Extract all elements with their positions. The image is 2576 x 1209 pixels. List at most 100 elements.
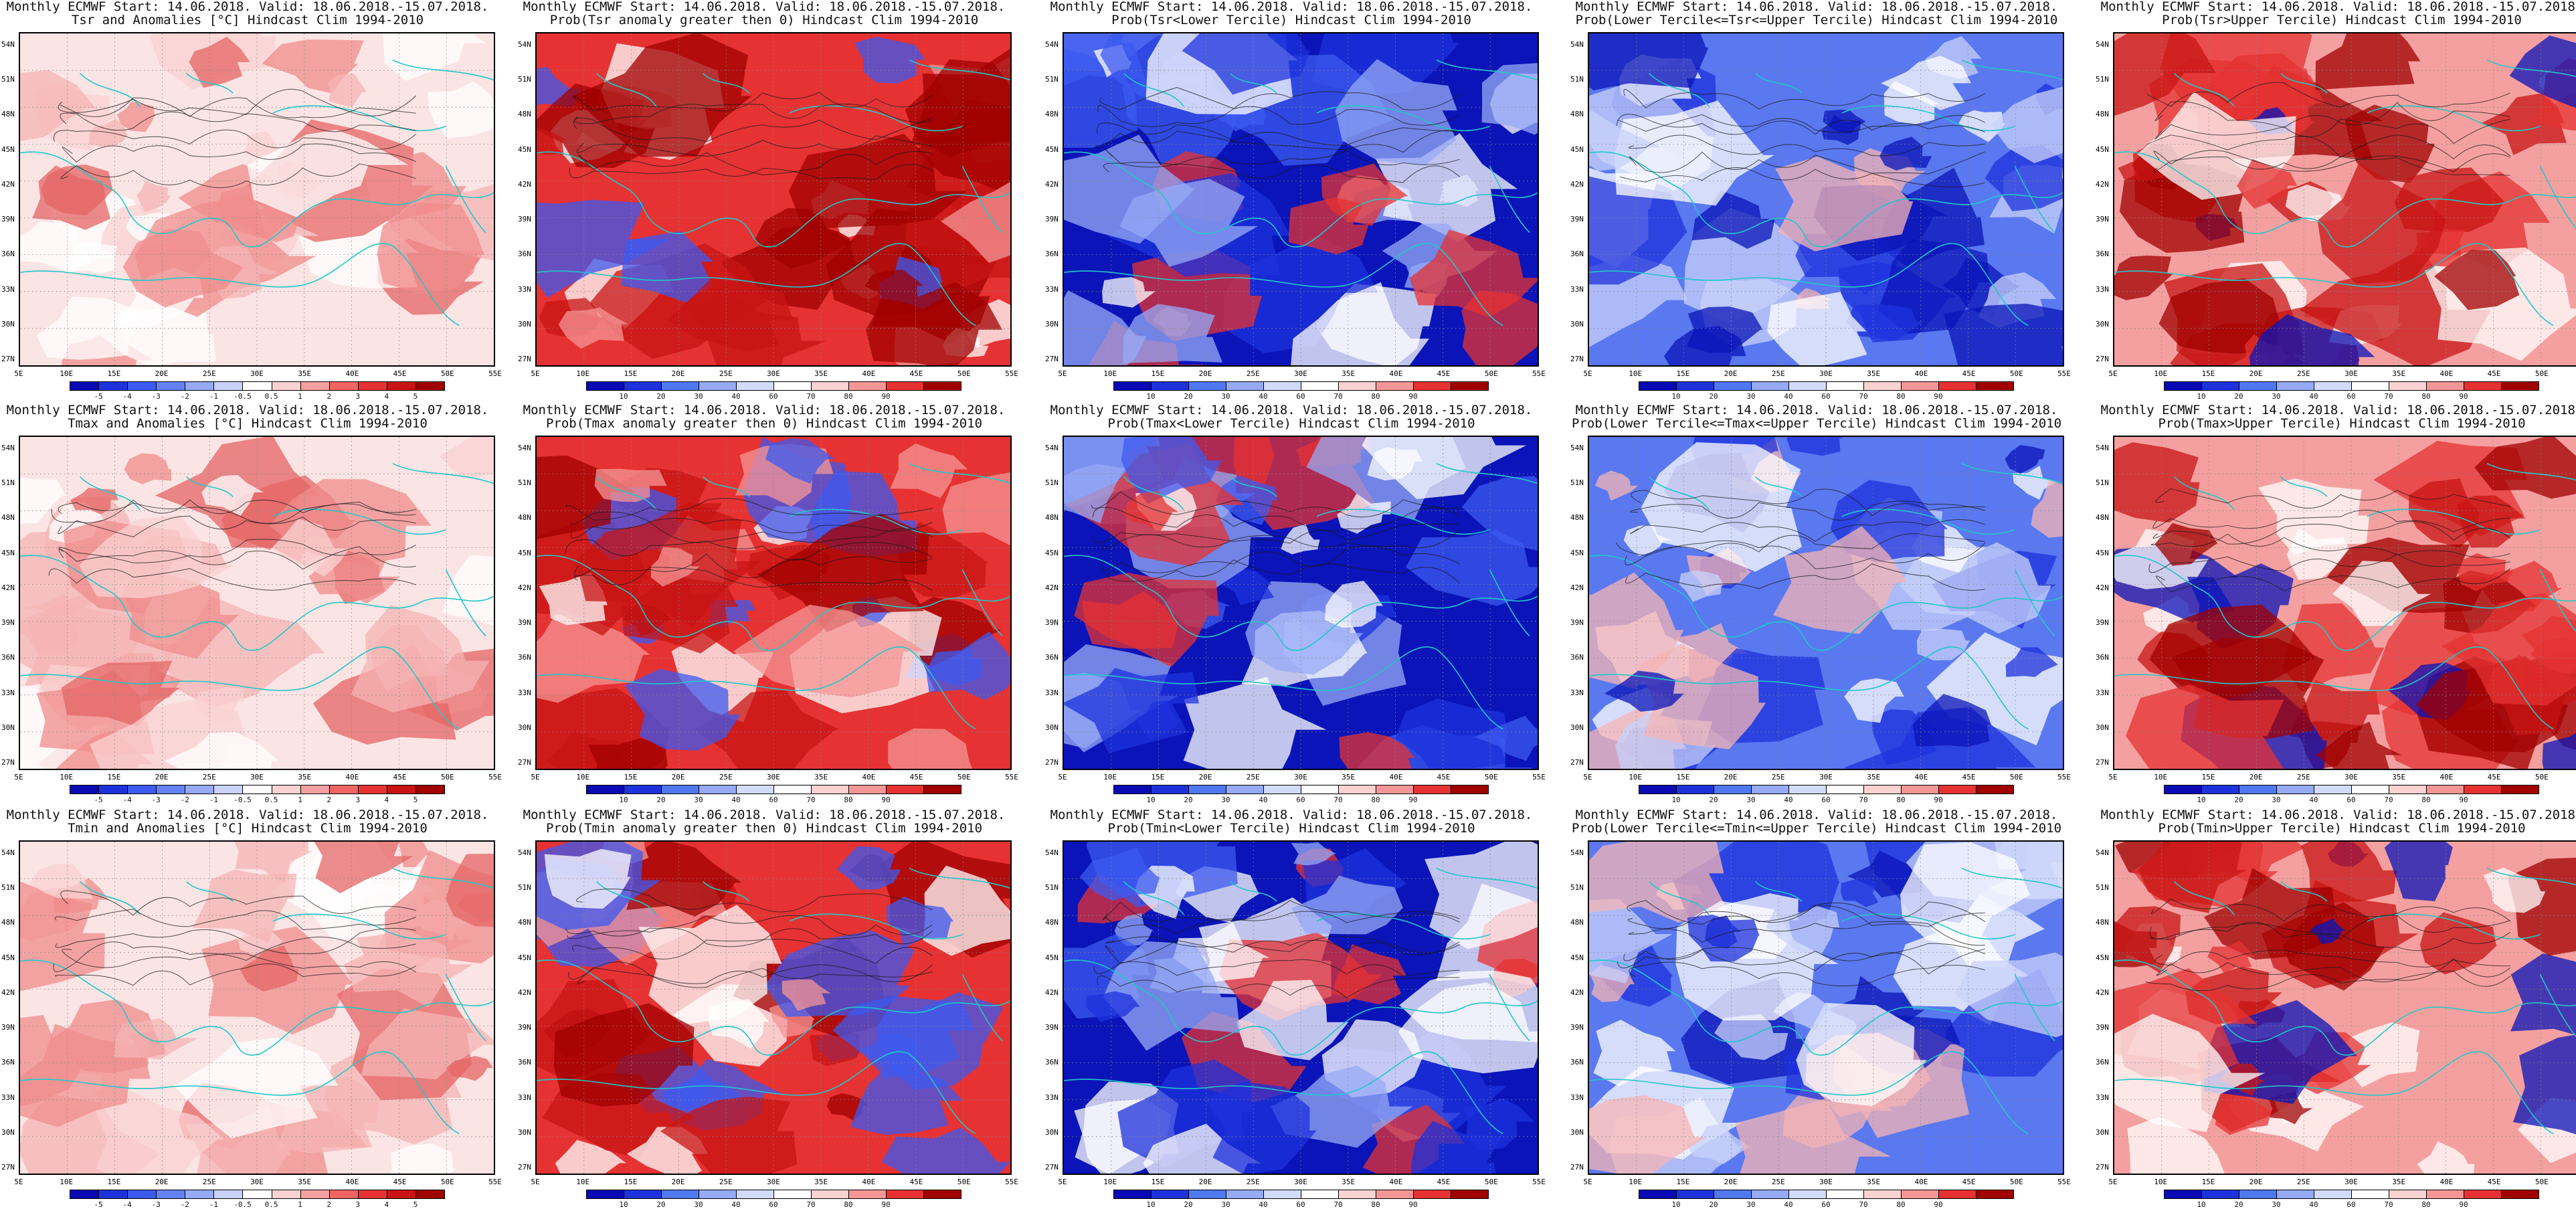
colorbar-label: 90: [1934, 392, 1943, 401]
longitude-tick-label: 5E: [1058, 369, 1067, 378]
longitude-tick-label: 20E: [1724, 369, 1738, 378]
map-panel: Monthly ECMWF Start: 14.06.2018. Valid: …: [0, 0, 502, 401]
shaded-region: [2114, 256, 2174, 300]
colorbar-label: 20: [1709, 1200, 1718, 1209]
longitude-tick-label: 45E: [1962, 369, 1976, 378]
colorbar-label: 20: [1184, 796, 1193, 804]
shaded-region: [1424, 842, 1538, 949]
latitude-tick-label: 30N: [1045, 1127, 1059, 1137]
shaded-region: [2542, 733, 2576, 769]
colorbar-swatch: [1938, 785, 1976, 794]
colorbar-label: -1: [209, 1200, 218, 1209]
colorbar-swatch: [1901, 381, 1939, 391]
colorbar-label: 80: [1896, 1200, 1906, 1209]
colorbar-swatch: [185, 1190, 215, 1199]
colorbar-swatch: [1451, 785, 1489, 794]
colorbar-label: 10: [1146, 796, 1156, 804]
colorbar-label: 2: [327, 796, 331, 804]
shaded-region: [377, 202, 484, 294]
contour-line: [1628, 921, 1985, 946]
colorbar-swatch: [127, 1190, 157, 1199]
colorbar-label: 0.5: [264, 796, 278, 804]
shaded-region: [1879, 136, 1932, 171]
contour-line: [1099, 87, 1460, 110]
latitude-tick-label: 33N: [1570, 284, 1584, 294]
colorbar-swatch: [1639, 381, 1677, 391]
latitude-tick-label: 51N: [1570, 478, 1584, 488]
latitude-tick-label: 27N: [1045, 355, 1059, 363]
shaded-region: [2441, 593, 2576, 706]
colorbar-swatch: [1413, 1190, 1451, 1199]
map-canvas: [20, 437, 494, 769]
longitude-tick-label: 20E: [1724, 773, 1738, 781]
map-panel: Monthly ECMWF Start: 14.06.2018. Valid: …: [1044, 0, 1546, 401]
panel-title-line1: Monthly ECMWF Start: 14.06.2018. Valid: …: [1575, 808, 2058, 822]
latitude-tick-label: 45N: [1045, 953, 1059, 962]
colorbar-swatch: [1826, 785, 1864, 794]
latitude-tick-label: 39N: [1, 1023, 15, 1032]
shaded-region: [1222, 569, 1275, 606]
panel-title: Monthly ECMWF Start: 14.06.2018. Valid: …: [1569, 808, 2064, 835]
colorbar-label: 30: [694, 1200, 703, 1209]
shaded-region: [1122, 304, 1223, 363]
latitude-tick-label: 54N: [1045, 444, 1059, 452]
contour-line: [2144, 134, 2510, 160]
shaded-region: [2126, 684, 2284, 769]
shaded-region: [555, 1139, 626, 1174]
longitude-tick-label: 15E: [2201, 1178, 2215, 1186]
latitude-tick-label: 48N: [518, 513, 531, 523]
colorbar-label: 60: [1821, 796, 1831, 804]
shaded-region: [1409, 229, 1538, 318]
contour-line: [573, 567, 933, 591]
contour-line: [1105, 939, 1460, 964]
colorbar-swatch: [886, 381, 924, 391]
contour-line: [2146, 970, 2510, 992]
shaded-region: [1735, 1098, 1892, 1174]
latitude-tick-label: 27N: [518, 758, 531, 767]
shaded-region: [621, 231, 714, 303]
colorbar-label: 40: [1784, 1200, 1793, 1209]
contour-line: [577, 151, 933, 175]
latitude-tick-label: 48N: [2096, 918, 2109, 927]
latitude-tick-label: 39N: [1045, 215, 1059, 224]
colorbar-label: 4: [384, 392, 389, 401]
coastline: [20, 462, 494, 730]
latitude-tick-label: 27N: [1570, 355, 1584, 363]
shaded-region: [1335, 59, 1457, 165]
latitude-tick-label: 48N: [1045, 513, 1059, 523]
contour-line: [60, 97, 416, 118]
shaded-region: [1064, 668, 1199, 753]
longitude-tick-label: 5E: [2108, 773, 2118, 781]
shaded-region: [1331, 943, 1406, 1005]
panel-title-line2: Tmax and Anomalies [°C] Hindcast Clim 19…: [68, 416, 428, 431]
shaded-region: [2258, 478, 2370, 555]
colorbar-label: 90: [2459, 796, 2468, 804]
longitude-tick-label: 50E: [1484, 773, 1498, 781]
map-panel: Monthly ECMWF Start: 14.06.2018. Valid: …: [517, 808, 1018, 1209]
longitude-tick-label: 55E: [488, 1178, 502, 1186]
longitude-tick-label: 20E: [671, 773, 685, 781]
shaded-region: [1589, 176, 1687, 285]
map-panel: Monthly ECMWF Start: 14.06.2018. Valid: …: [517, 0, 1018, 401]
panel-title-line2: Prob(Tmax anomaly greater then 0) Hindca…: [545, 416, 983, 431]
longitude-tick-label: 10E: [1103, 369, 1117, 378]
colorbar-swatch: [586, 785, 624, 794]
map-canvas: [1064, 33, 1538, 365]
map-panel: Monthly ECMWF Start: 14.06.2018. Valid: …: [0, 808, 502, 1209]
panel-title-line2: Prob(Tmin>Upper Tercile) Hindcast Clim 1…: [2158, 821, 2526, 836]
colorbar-swatch: [736, 1190, 774, 1199]
shaded-region: [442, 555, 494, 626]
latitude-tick-label: 45N: [518, 145, 531, 154]
latitude-tick-label: 36N: [1045, 1058, 1059, 1067]
map-canvas: [1589, 33, 2063, 365]
colorbar-label: 5: [413, 796, 418, 804]
longitude-tick-label: 55E: [1532, 773, 1546, 781]
longitude-tick-label: 25E: [1771, 773, 1785, 781]
contour-line: [55, 963, 416, 986]
longitude-tick-label: 50E: [1484, 1178, 1498, 1186]
colorbar-label: 10: [1671, 392, 1681, 401]
shaded-region: [1844, 678, 1904, 723]
colorbar-swatch: [661, 1190, 699, 1199]
longitude-tick-label: 20E: [2249, 773, 2263, 781]
latitude-tick-label: 33N: [1570, 688, 1584, 697]
